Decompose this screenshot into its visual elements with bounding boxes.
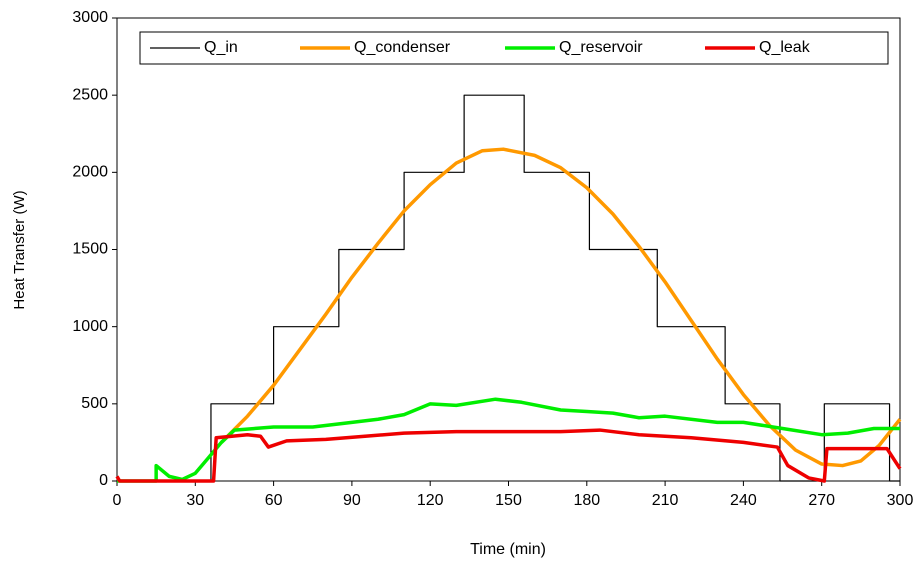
x-tick-label: 120 bbox=[417, 492, 444, 509]
series-line bbox=[115, 428, 902, 483]
series-line bbox=[117, 397, 900, 483]
legend-label: Q_in bbox=[204, 39, 238, 56]
x-tick-label: 180 bbox=[573, 492, 600, 509]
y-axis-label: Heat Transfer (W) bbox=[11, 190, 28, 309]
y-tick-label: 1000 bbox=[72, 318, 108, 335]
legend-label: Q_leak bbox=[759, 39, 811, 56]
series-line bbox=[117, 94, 900, 482]
x-tick-label: 210 bbox=[652, 492, 679, 509]
x-tick-label: 150 bbox=[495, 492, 522, 509]
series-line bbox=[220, 147, 902, 468]
x-tick-label: 30 bbox=[186, 492, 204, 509]
y-tick-label: 0 bbox=[99, 472, 108, 489]
x-tick-label: 0 bbox=[113, 492, 122, 509]
plot-area bbox=[116, 17, 901, 482]
y-tick-label: 2500 bbox=[72, 86, 108, 103]
y-tick-label: 1500 bbox=[72, 241, 108, 258]
y-tick-label: 2000 bbox=[72, 164, 108, 181]
x-tick-label: 90 bbox=[343, 492, 361, 509]
x-tick-label: 60 bbox=[265, 492, 283, 509]
legend-label: Q_reservoir bbox=[559, 39, 643, 56]
x-tick-label: 300 bbox=[887, 492, 914, 509]
legend-label: Q_condenser bbox=[354, 39, 451, 56]
x-axis-label: Time (min) bbox=[470, 541, 546, 558]
y-tick-label: 3000 bbox=[72, 9, 108, 26]
x-tick-label: 270 bbox=[808, 492, 835, 509]
x-tick-label: 240 bbox=[730, 492, 757, 509]
y-tick-label: 500 bbox=[81, 395, 108, 412]
